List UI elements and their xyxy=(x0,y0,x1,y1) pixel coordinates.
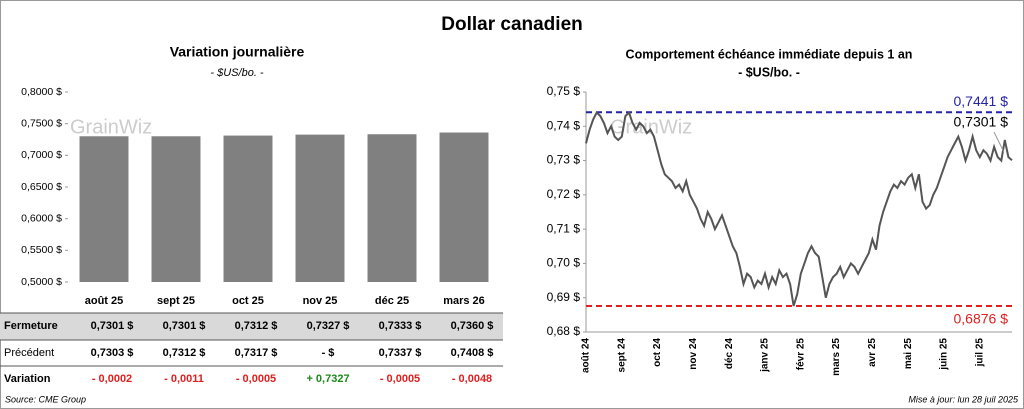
x-tick-label: avr 25 xyxy=(867,338,878,367)
x-tick-label: déc 25 xyxy=(375,295,409,307)
table-cell: 0,7333 $ xyxy=(379,320,422,332)
x-tick-label: oct 25 xyxy=(232,295,264,307)
x-tick-label: févr 25 xyxy=(795,338,806,371)
y-tick-label: 0,72 $ xyxy=(547,187,581,201)
table-cell: 0,7360 $ xyxy=(451,320,494,332)
table-cell: 0,7317 $ xyxy=(235,347,278,359)
x-tick-label: janv 25 xyxy=(760,338,771,373)
y-tick-label: 0,5500 $ xyxy=(21,244,62,256)
y-tick-label: 0,75 $ xyxy=(547,84,581,98)
table-cell: - 0,0005 xyxy=(236,373,276,385)
table-cell: 0,7408 $ xyxy=(451,347,494,359)
table-cell: - 0,0005 xyxy=(380,373,420,385)
table-cell: + 0,7327 xyxy=(306,373,349,385)
y-tick-label: 0,70 $ xyxy=(547,256,581,270)
y-tick-label: 0,7000 $ xyxy=(21,149,62,161)
bar xyxy=(295,134,345,282)
y-tick-label: 0,73 $ xyxy=(547,153,581,167)
table-cell: 0,7337 $ xyxy=(379,347,422,359)
y-tick-label: 0,5000 $ xyxy=(21,276,62,288)
updated: Mise à jour: lun 28 juil 2025 xyxy=(908,394,1019,404)
table-cell: 0,7312 $ xyxy=(235,320,278,332)
x-tick-label: déc 24 xyxy=(724,338,735,370)
bar xyxy=(223,135,273,282)
x-tick-label: juin 25 xyxy=(939,338,950,371)
bar xyxy=(151,136,201,282)
table-cell: - $ xyxy=(322,347,335,359)
reference-label: 0,6876 $ xyxy=(954,311,1009,327)
x-tick-label: juil 25 xyxy=(974,338,985,368)
leader-line xyxy=(993,131,1005,153)
x-tick-label: mars 26 xyxy=(443,295,485,307)
bar xyxy=(367,134,417,282)
bar xyxy=(439,132,489,282)
y-tick-label: 0,68 $ xyxy=(547,324,581,338)
table-cell: - 0,0048 xyxy=(452,373,492,385)
chart-title: Comportement échéance immédiate depuis 1… xyxy=(626,47,913,61)
table-cell: 0,7327 $ xyxy=(307,320,350,332)
y-tick-label: 0,7500 $ xyxy=(21,117,62,129)
x-tick-label: mars 25 xyxy=(831,338,842,376)
x-tick-label: oct 24 xyxy=(652,338,663,367)
table-cell: 0,7301 $ xyxy=(91,320,134,332)
y-tick-label: 0,71 $ xyxy=(547,221,581,235)
watermark: GrainWiz xyxy=(610,116,692,138)
chart-subtitle: - $US/bo. - xyxy=(738,65,800,79)
chart-subtitle: - $US/bo. - xyxy=(210,67,264,79)
table-cell: 0,7303 $ xyxy=(91,347,134,359)
y-tick-label: 0,6500 $ xyxy=(21,181,62,193)
x-tick-label: nov 24 xyxy=(688,338,699,370)
x-tick-label: août 25 xyxy=(85,295,124,307)
table-cell: 0,7312 $ xyxy=(163,347,206,359)
row-label: Fermeture xyxy=(4,320,58,332)
y-tick-label: 0,8000 $ xyxy=(21,86,62,98)
row-band xyxy=(0,313,503,340)
x-tick-label: août 24 xyxy=(581,338,592,373)
x-tick-label: nov 25 xyxy=(303,295,338,307)
reference-label: 0,7441 $ xyxy=(954,93,1009,109)
table-cell: 0,7301 $ xyxy=(163,320,206,332)
x-tick-label: sept 25 xyxy=(157,295,195,307)
last-value-label: 0,7301 $ xyxy=(954,114,1009,130)
row-label: Variation xyxy=(4,373,51,385)
line-series xyxy=(585,110,1013,307)
bar xyxy=(79,136,129,282)
x-tick-label: sept 24 xyxy=(616,338,627,373)
row-label: Précédent xyxy=(4,347,54,359)
y-tick-label: 0,69 $ xyxy=(547,290,581,304)
watermark: GrainWiz xyxy=(70,116,152,138)
table-cell: - 0,0002 xyxy=(92,373,132,385)
y-tick-label: 0,74 $ xyxy=(547,118,581,132)
source: Source: CME Group xyxy=(5,394,86,404)
table-cell: - 0,0011 xyxy=(164,373,204,385)
chart-title: Variation journalière xyxy=(170,44,305,60)
page-title: Dollar canadien xyxy=(441,14,583,35)
x-tick-label: mai 25 xyxy=(903,338,914,370)
y-tick-label: 0,6000 $ xyxy=(21,212,62,224)
